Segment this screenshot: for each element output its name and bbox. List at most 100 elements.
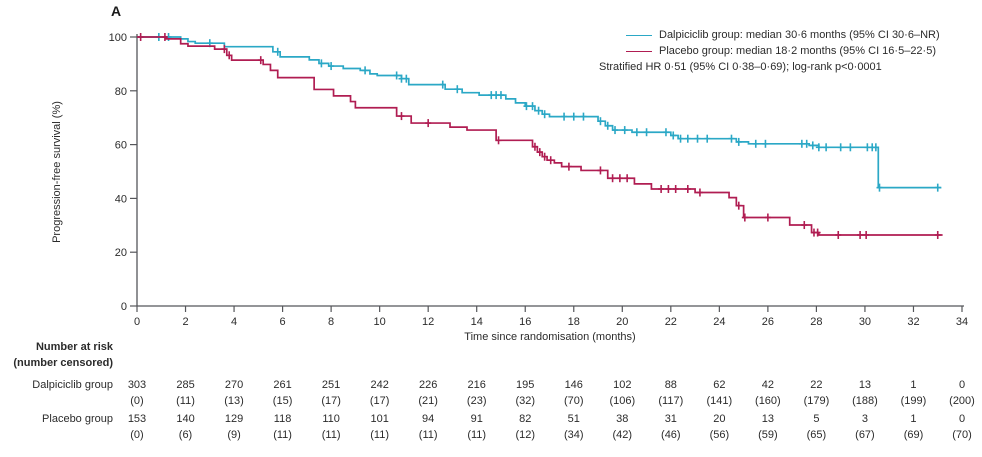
y-tick-label: 40 <box>115 193 127 205</box>
x-tick-label: 30 <box>859 316 871 328</box>
risk-at-risk-cell: 285 <box>176 379 195 391</box>
y-tick-label: 60 <box>115 140 127 152</box>
risk-censored-cell: (34) <box>563 429 584 441</box>
legend-entry-dalpiciclib: Dalpiciclib group: median 30·6 months (9… <box>626 27 940 43</box>
risk-censored-cell: (106) <box>609 395 636 407</box>
x-tick-label: 0 <box>134 316 140 328</box>
risk-at-risk-cell: 303 <box>127 379 147 391</box>
x-tick-label: 12 <box>422 316 434 328</box>
risk-at-risk-cell: 94 <box>422 413 435 425</box>
risk-censored-cell: (11) <box>176 395 195 407</box>
y-tick-label: 20 <box>115 247 127 259</box>
risk-censored-cell: (59) <box>758 429 778 441</box>
risk-at-risk-cell: 31 <box>664 413 677 425</box>
risk-at-risk-cell: 226 <box>418 379 438 391</box>
risk-at-risk-cell: 242 <box>370 379 389 391</box>
risk-censored-cell: (9) <box>227 429 241 441</box>
x-tick-label: 14 <box>471 316 483 328</box>
risk-censored-cell: (13) <box>224 395 244 407</box>
risk-censored-cell: (11) <box>370 429 390 441</box>
risk-at-risk-cell: 1 <box>910 379 917 391</box>
risk-censored-cell: (42) <box>612 429 633 441</box>
risk-censored-cell: (15) <box>272 395 293 407</box>
risk-censored-cell: (65) <box>806 429 827 441</box>
dalpiciclib-censor-marks <box>155 33 941 192</box>
risk-at-risk-cell: 110 <box>322 413 340 425</box>
y-tick-label: 80 <box>115 86 127 98</box>
risk-censored-cell: (32) <box>515 395 536 407</box>
placebo-line-swatch <box>626 50 652 52</box>
risk-censored-cell: (17) <box>369 395 390 407</box>
risk-censored-cell: (6) <box>178 429 193 441</box>
risk-at-risk-cell: 22 <box>810 379 823 391</box>
risk-censored-cell: (0) <box>130 395 144 407</box>
risk-censored-cell: (199) <box>900 395 927 407</box>
x-tick-label: 26 <box>762 316 774 328</box>
risk-censored-cell: (141) <box>706 395 733 407</box>
risk-censored-cell: (11) <box>321 429 341 441</box>
risk-row-label-dalpiciclib: Dalpiciclib group <box>32 379 113 391</box>
dalpiciclib-survival-curve <box>137 36 942 189</box>
risk-censored-cell: (11) <box>273 429 292 441</box>
risk-at-risk-cell: 101 <box>370 413 389 425</box>
risk-at-risk-cell: 153 <box>127 413 147 425</box>
risk-at-risk-cell: 146 <box>564 379 583 391</box>
x-axis-title: Time since randomisation (months) <box>464 331 636 343</box>
x-tick-label: 4 <box>231 316 237 328</box>
risk-at-risk-cell: 88 <box>664 379 677 391</box>
risk-censored-cell: (21) <box>418 395 438 407</box>
risk-at-risk-cell: 5 <box>813 413 820 425</box>
risk-censored-cell: (46) <box>661 429 681 441</box>
risk-censored-cell: (17) <box>321 395 341 407</box>
risk-at-risk-cell: 0 <box>958 413 966 425</box>
risk-censored-cell: (11) <box>418 429 438 441</box>
risk-censored-cell: (160) <box>755 395 781 407</box>
x-tick-label: 20 <box>616 316 628 328</box>
risk-at-risk-cell: 118 <box>273 413 292 425</box>
risk-table-header-line1: Number at risk <box>35 341 113 353</box>
risk-at-risk-cell: 62 <box>713 379 726 391</box>
risk-at-risk-cell: 1 <box>910 413 917 425</box>
risk-at-risk-cell: 216 <box>467 379 486 391</box>
risk-at-risk-cell: 42 <box>761 379 774 391</box>
risk-table-header-line2: (number censored) <box>13 357 113 369</box>
risk-censored-cell: (69) <box>903 429 924 441</box>
risk-censored-cell: (117) <box>658 395 684 407</box>
risk-at-risk-cell: 102 <box>613 379 632 391</box>
x-tick-label: 6 <box>280 316 286 328</box>
x-tick-label: 18 <box>568 316 580 328</box>
risk-at-risk-cell: 82 <box>519 413 532 425</box>
dalpiciclib-line-swatch <box>626 34 652 36</box>
risk-at-risk-cell: 251 <box>321 379 341 391</box>
x-tick-label: 34 <box>956 316 968 328</box>
risk-censored-cell: (179) <box>803 395 830 407</box>
legend: Dalpiciclib group: median 30·6 months (9… <box>599 27 940 75</box>
risk-at-risk-cell: 261 <box>273 379 292 391</box>
y-tick-label: 100 <box>109 32 127 44</box>
risk-censored-cell: (12) <box>515 429 536 441</box>
x-tick-label: 2 <box>182 316 188 328</box>
x-tick-label: 32 <box>907 316 919 328</box>
risk-at-risk-cell: 51 <box>567 413 580 425</box>
risk-censored-cell: (67) <box>855 429 875 441</box>
x-tick-label: 28 <box>810 316 822 328</box>
x-tick-label: 22 <box>665 316 677 328</box>
risk-at-risk-cell: 38 <box>616 413 629 425</box>
risk-at-risk-cell: 129 <box>224 413 244 425</box>
risk-at-risk-cell: 91 <box>470 413 483 425</box>
risk-censored-cell: (188) <box>852 395 878 407</box>
x-tick-label: 24 <box>713 316 725 328</box>
legend-label-placebo: Placebo group: median 18·2 months (95% C… <box>659 45 936 57</box>
risk-at-risk-cell: 195 <box>516 379 535 391</box>
panel-label: A <box>111 3 122 19</box>
risk-at-risk-cell: 0 <box>958 379 966 391</box>
placebo-censor-marks <box>137 33 941 239</box>
y-tick-label: 0 <box>121 301 127 313</box>
legend-label-dalpiciclib: Dalpiciclib group: median 30·6 months (9… <box>659 29 940 41</box>
legend-stats-note: Stratified HR 0·51 (95% CI 0·38–0·69); l… <box>599 61 882 73</box>
risk-censored-cell: (23) <box>466 395 487 407</box>
risk-censored-cell: (70) <box>952 429 972 441</box>
legend-entry-placebo: Placebo group: median 18·2 months (95% C… <box>626 43 940 59</box>
